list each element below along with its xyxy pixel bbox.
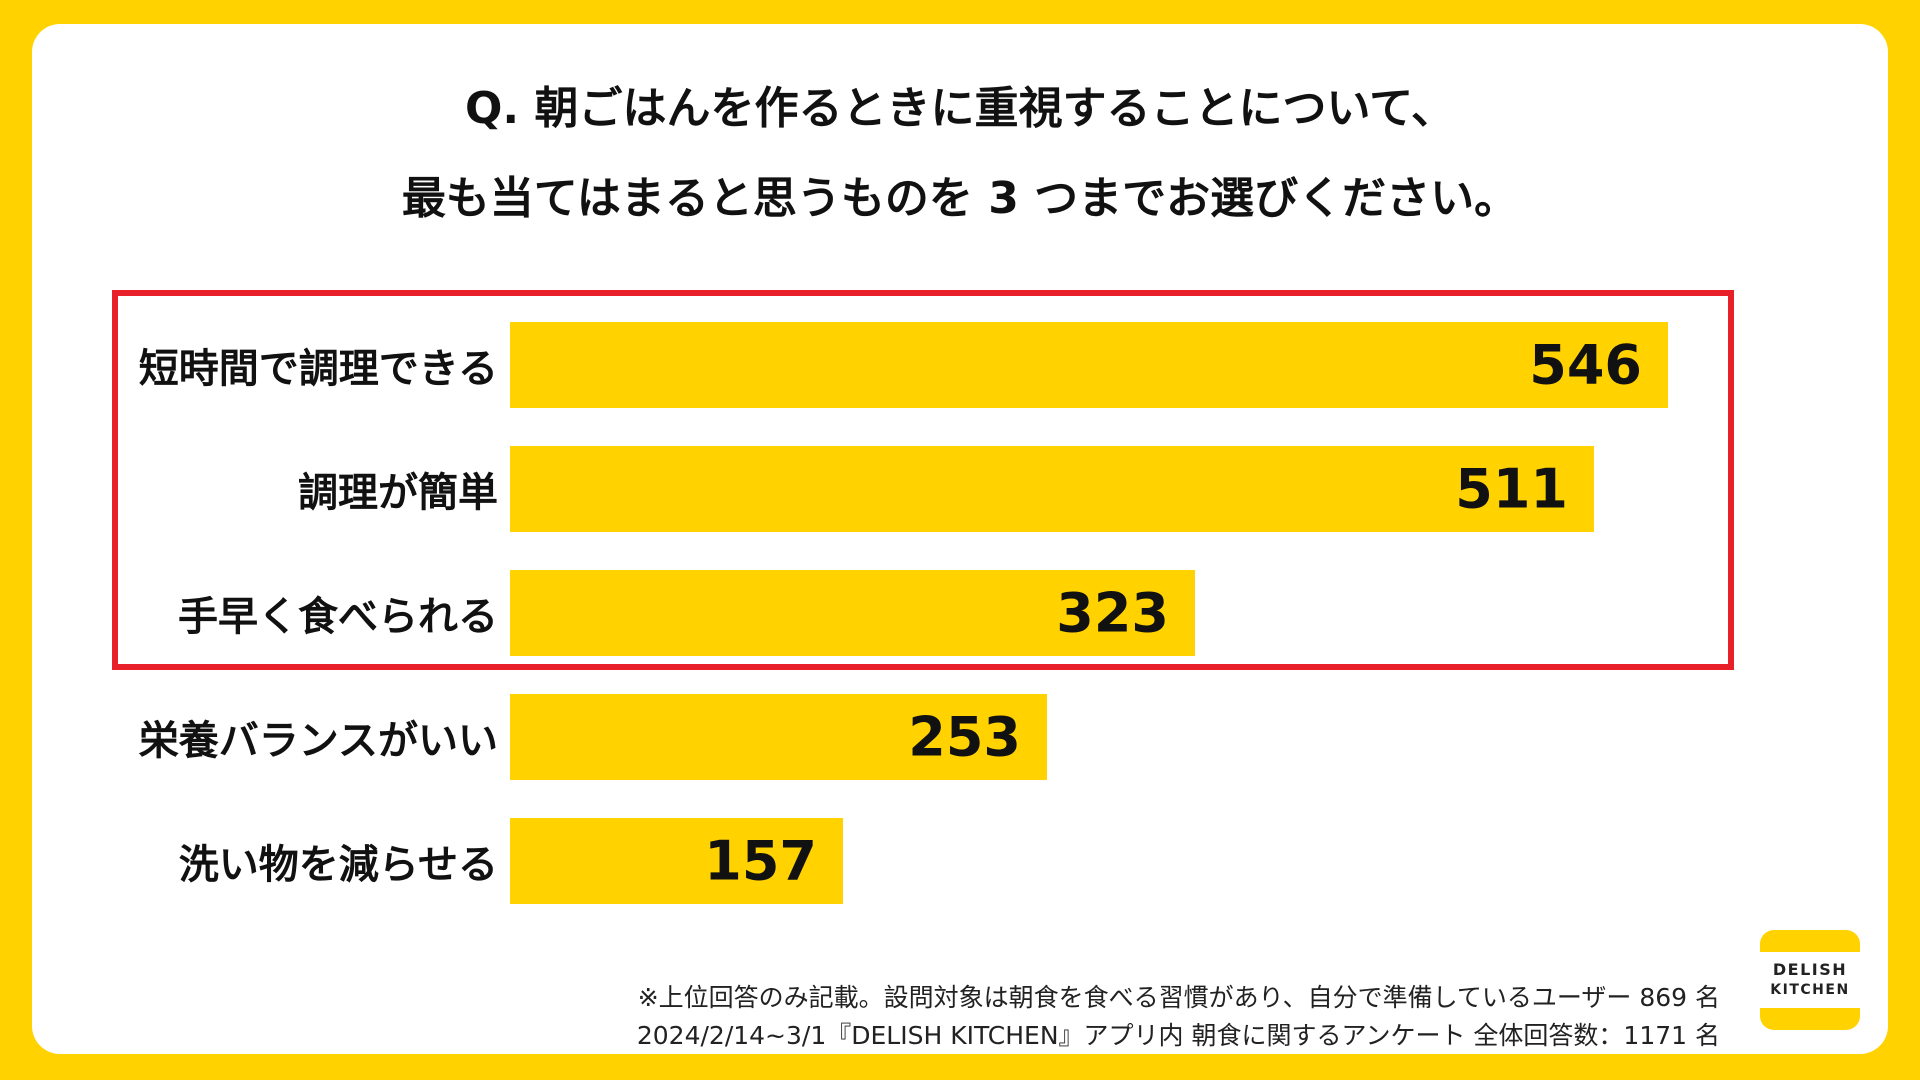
category-label: 洗い物を減らせる: [178, 842, 498, 888]
bar: 157: [510, 818, 843, 904]
highlight-box: [112, 290, 1734, 670]
footnote-line-2: 2024/2/14~3/1『DELISH KITCHEN』アプリ内 朝食に関する…: [636, 1021, 1720, 1050]
footnote-line-1: ※上位回答のみ記載。設問対象は朝食を食べる習慣があり、自分で準備しているユーザー…: [637, 983, 1720, 1012]
logo-text-line-1: DELISH: [1772, 960, 1848, 979]
category-label: 調理が簡単: [298, 470, 498, 516]
bar-value-label: 253: [908, 705, 1021, 769]
bar: 546: [510, 322, 1668, 408]
logo-inner: DELISH KITCHEN: [1760, 952, 1860, 1008]
delish-kitchen-logo: DELISH KITCHEN: [1760, 930, 1860, 1030]
category-label: 短時間で調理できる: [138, 346, 498, 392]
bar: 511: [510, 446, 1594, 532]
category-label: 栄養バランスがいい: [138, 718, 498, 764]
card-panel: [32, 24, 1888, 1054]
bar: 323: [510, 570, 1195, 656]
bar-value-label: 511: [1455, 457, 1568, 521]
question-line-2: 最も当てはまると思うものを 3 つまでお選びください。: [401, 173, 1519, 224]
bar-value-label: 546: [1529, 333, 1642, 397]
bar: 253: [510, 694, 1047, 780]
question-line-1: Q. 朝ごはんを作るときに重視することについて、: [465, 83, 1455, 134]
logo-text-line-2: KITCHEN: [1770, 982, 1850, 998]
bar-value-label: 157: [704, 829, 817, 893]
bar-value-label: 323: [1056, 581, 1169, 645]
category-label: 手早く食べられる: [178, 594, 498, 640]
